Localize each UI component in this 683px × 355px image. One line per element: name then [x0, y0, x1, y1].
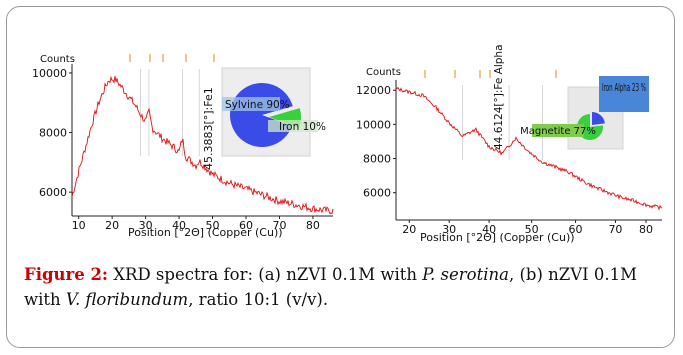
caption-text-3: , ratio 10:1 (v/v). [188, 290, 329, 309]
chart-b-xlabel: Position [°2Θ] (Copper (Cu)) [420, 231, 575, 244]
chart-a-xtick-label: 30 [139, 219, 153, 232]
chart-b-pie-label-iron-alpha: Iron Alpha 23 % [602, 82, 646, 94]
chart-b-xtick-label: 20 [402, 223, 416, 236]
chart-b-xtick-label: 80 [639, 223, 653, 236]
chart-a-ylabel: Counts [40, 54, 75, 65]
chart-a-pie-label-sylvine: Sylvine 90% [225, 99, 290, 111]
chart-a-ytick-label: 10000 [32, 67, 67, 80]
chart-a-xtick-label: 60 [239, 219, 253, 232]
chart-a-xlabel: Position [°2Θ] (Copper (Cu)) [128, 226, 283, 239]
chart-b-pie-slice-iron-alpha [592, 112, 605, 125]
chart-b-ytick-label: 8000 [363, 153, 391, 166]
chart-a-xtick-label: 10 [72, 219, 86, 232]
chart-b-series-line [395, 86, 663, 211]
chart-a-pie-label-iron: Iron 10% [279, 121, 326, 133]
chart-a-xtick-label: 80 [306, 219, 320, 232]
chart-a-xtick-label: 70 [272, 219, 286, 232]
chart-b-xtick-label: 50 [525, 223, 539, 236]
figure-frame [6, 6, 675, 348]
chart-b-ytick-label: 10000 [356, 118, 391, 131]
chart-a-ytick-label: 8000 [39, 127, 67, 140]
chart-b-ylabel: Counts [366, 67, 401, 78]
caption-text-1: XRD spectra for: (a) nZVI 0.1M with [108, 265, 423, 284]
caption-text-2: , (b) nZVI 0.1M with [24, 265, 638, 309]
chart-b-pie-label-bg-1 [599, 76, 649, 112]
chart-a-series-line [71, 75, 334, 215]
chart-b-ytick-label: 12000 [356, 84, 391, 97]
chart-b-xtick-label: 60 [569, 223, 583, 236]
chart-a-peak-label: 45.3883[°]:Fe1 [202, 87, 215, 170]
chart-b-pie-label-magnetite: Magnetite 77% [520, 126, 596, 137]
caption-label: Figure 2: [24, 265, 109, 284]
chart-b-xtick-label: 30 [442, 223, 456, 236]
chart-a-xtick-label: 20 [105, 219, 119, 232]
chart-b-peak-label: 44.6124[°]:Fe Alpha [493, 44, 505, 150]
chart-b-xtick-label: 70 [608, 223, 622, 236]
chart-a-pie-label-bg-2 [268, 120, 318, 132]
caption-species-1: P. serotina [422, 265, 509, 284]
chart-b-xtick-label: 40 [482, 223, 496, 236]
chart-b-ytick-label: 6000 [363, 187, 391, 200]
caption-species-2: V. floribundum [65, 290, 189, 309]
chart-a-xtick-label: 40 [172, 219, 186, 232]
chart-a-xtick-label: 50 [206, 219, 220, 232]
chart-a-ytick-label: 6000 [39, 186, 67, 199]
chart-b-pie-label-bg-2 [532, 124, 584, 137]
figure-caption: Figure 2: XRD spectra for: (a) nZVI 0.1M… [24, 262, 674, 312]
chart-a-pie-label-bg-1 [222, 97, 280, 111]
